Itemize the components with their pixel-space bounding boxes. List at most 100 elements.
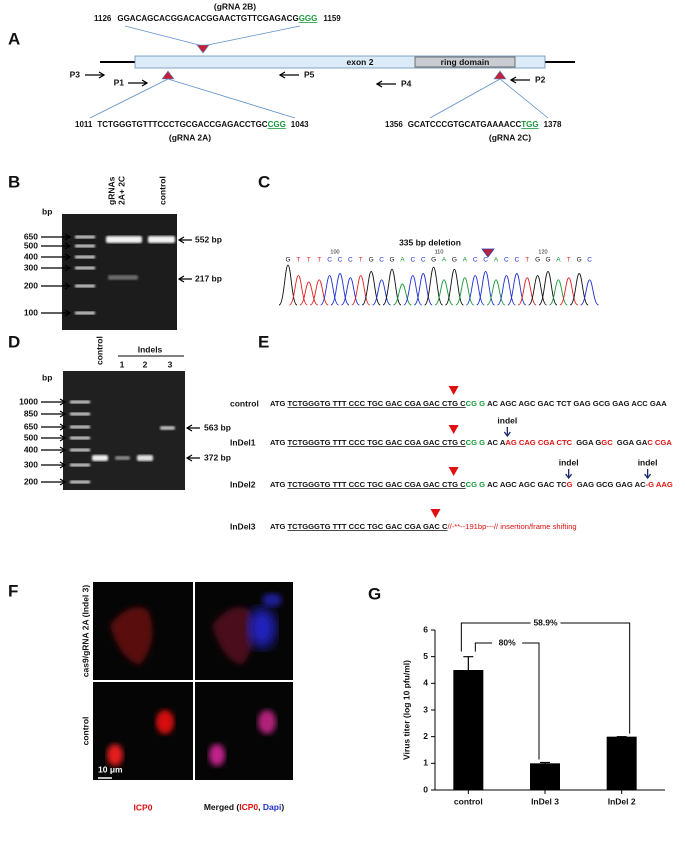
- trace-peak: [517, 277, 537, 306]
- grna-name: (gRNA 2B): [214, 1, 256, 11]
- base-position: 120: [538, 249, 547, 255]
- ladder-band: [70, 436, 90, 440]
- nucleus: [258, 710, 276, 734]
- nucleus: [209, 744, 225, 766]
- ladder-arrow: [41, 423, 67, 431]
- ladder-arrow: [41, 264, 72, 272]
- micrograph: [93, 682, 193, 780]
- y-tick-label: 0: [423, 784, 428, 794]
- primer-label: P2: [535, 74, 546, 84]
- panel-label: C: [258, 172, 270, 191]
- row-label: cas9/gRNA 2A (Indel 3): [80, 585, 90, 678]
- base-call: G: [535, 257, 540, 264]
- annotation: 335 bp deletion: [399, 237, 461, 247]
- ladder-arrow: [41, 398, 67, 406]
- base-call: C: [348, 257, 353, 264]
- base-call: T: [296, 257, 300, 264]
- domain-label: ring domain: [441, 57, 490, 67]
- lane-label: 2A+ 2C: [116, 176, 126, 205]
- trace-peak: [580, 279, 599, 306]
- sequence-row: ATG TCTGGGTG TTT CCC TGC GAC CGA GAC CTG …: [270, 480, 673, 489]
- cut-site: [196, 44, 210, 54]
- gel-band: [115, 456, 130, 460]
- sequence-segment: CG G: [466, 399, 486, 408]
- trace-peak: [361, 270, 381, 306]
- lane-label: control: [157, 176, 167, 205]
- trace-peak: [278, 264, 298, 306]
- ladder-arrow: [41, 309, 72, 317]
- base-call: G: [369, 257, 374, 264]
- guide-line: [429, 78, 501, 119]
- sequence-segment: CG G: [466, 480, 486, 489]
- base-call: G: [389, 257, 394, 264]
- grna-name: (gRNA 2A): [169, 132, 211, 142]
- row-name: InDel3: [230, 521, 256, 531]
- sequence-segment: ATG: [270, 480, 286, 489]
- pam: CGG: [268, 120, 286, 129]
- ladder-band: [75, 235, 95, 239]
- trace-peak: [497, 275, 516, 306]
- base-position: 110: [435, 249, 444, 255]
- ladder-arrow: [41, 253, 72, 261]
- x-tick-label: InDel 3: [531, 796, 559, 806]
- caption-part: ,: [258, 802, 263, 812]
- base-call: G: [431, 257, 436, 264]
- y-tick-label: 2: [423, 731, 428, 741]
- micrograph: [195, 682, 293, 780]
- sequence-segment: -G AAG: [646, 480, 673, 489]
- ladder-label: 650: [24, 421, 38, 431]
- primer-arrow: [509, 76, 530, 84]
- row-name: InDel1: [230, 437, 256, 447]
- sequence-segment: TCTGGGTG TTT CCC TGC GAC CGA GAC CTG C: [287, 399, 466, 408]
- sequence-segment: TCTGGGTG TTT CCC TGC GAC CGA GAC C: [287, 522, 448, 531]
- base-call: A: [400, 257, 405, 264]
- ladder-label: 400: [24, 251, 38, 261]
- cut-site: [161, 70, 175, 80]
- cut-site: [493, 70, 507, 80]
- gel-band: [92, 455, 108, 461]
- sequence-row: ATG TCTGGGTG TTT CCC TGC GAC CGA GAC C//-…: [270, 522, 577, 531]
- ladder-arrow: [41, 461, 67, 469]
- ladder-band: [75, 244, 95, 248]
- caption: Merged (ICP0, Dapi): [204, 802, 284, 812]
- gel: [63, 371, 185, 490]
- sequence-segment: GAG GCG GAG AC: [575, 480, 647, 489]
- base-call: C: [410, 257, 415, 264]
- band-arrow: [177, 236, 192, 244]
- trace-peak: [444, 268, 464, 306]
- base-call: G: [452, 257, 457, 264]
- scale-label: 10 μm: [98, 764, 123, 774]
- ladder-band: [70, 400, 90, 404]
- indel-arrow: [644, 469, 652, 480]
- base-call: C: [421, 257, 426, 264]
- seq-start: 1011: [75, 120, 93, 129]
- trace-peak: [330, 273, 350, 306]
- base-call: C: [327, 257, 332, 264]
- bar: [606, 736, 637, 790]
- trace-peak: [424, 266, 444, 306]
- caption-part: Merged (: [204, 802, 240, 812]
- bracket-label-bg: [492, 637, 523, 649]
- bracket-label-bg: [530, 617, 561, 629]
- ladder-label: 300: [24, 459, 38, 469]
- caption: ICP0: [134, 802, 153, 812]
- nucleus: [262, 593, 282, 607]
- primer-arrow: [278, 71, 299, 79]
- lane-label: gRNAs: [106, 176, 116, 205]
- trace-peak: [434, 279, 454, 306]
- ladder-arrow: [41, 434, 67, 442]
- row-label: control: [80, 717, 90, 746]
- cut-marker: [448, 425, 459, 434]
- seq-end: 1159: [323, 14, 341, 23]
- caption-part: ): [281, 802, 284, 812]
- trace-peak: [372, 279, 391, 306]
- ladder-label: 400: [24, 444, 38, 454]
- seq-start: 1356: [385, 120, 403, 129]
- row-name: InDel2: [230, 479, 256, 489]
- y-tick-label: 5: [423, 651, 428, 661]
- nucleus: [248, 608, 276, 648]
- primer-label: P1: [114, 77, 125, 87]
- panel-label: G: [368, 584, 381, 603]
- bracket-label: 80%: [499, 637, 516, 647]
- grna-sequence: 1126 GGACAGCACGGACACGGAACTGTTCGAGACGGGG 11…: [94, 14, 341, 23]
